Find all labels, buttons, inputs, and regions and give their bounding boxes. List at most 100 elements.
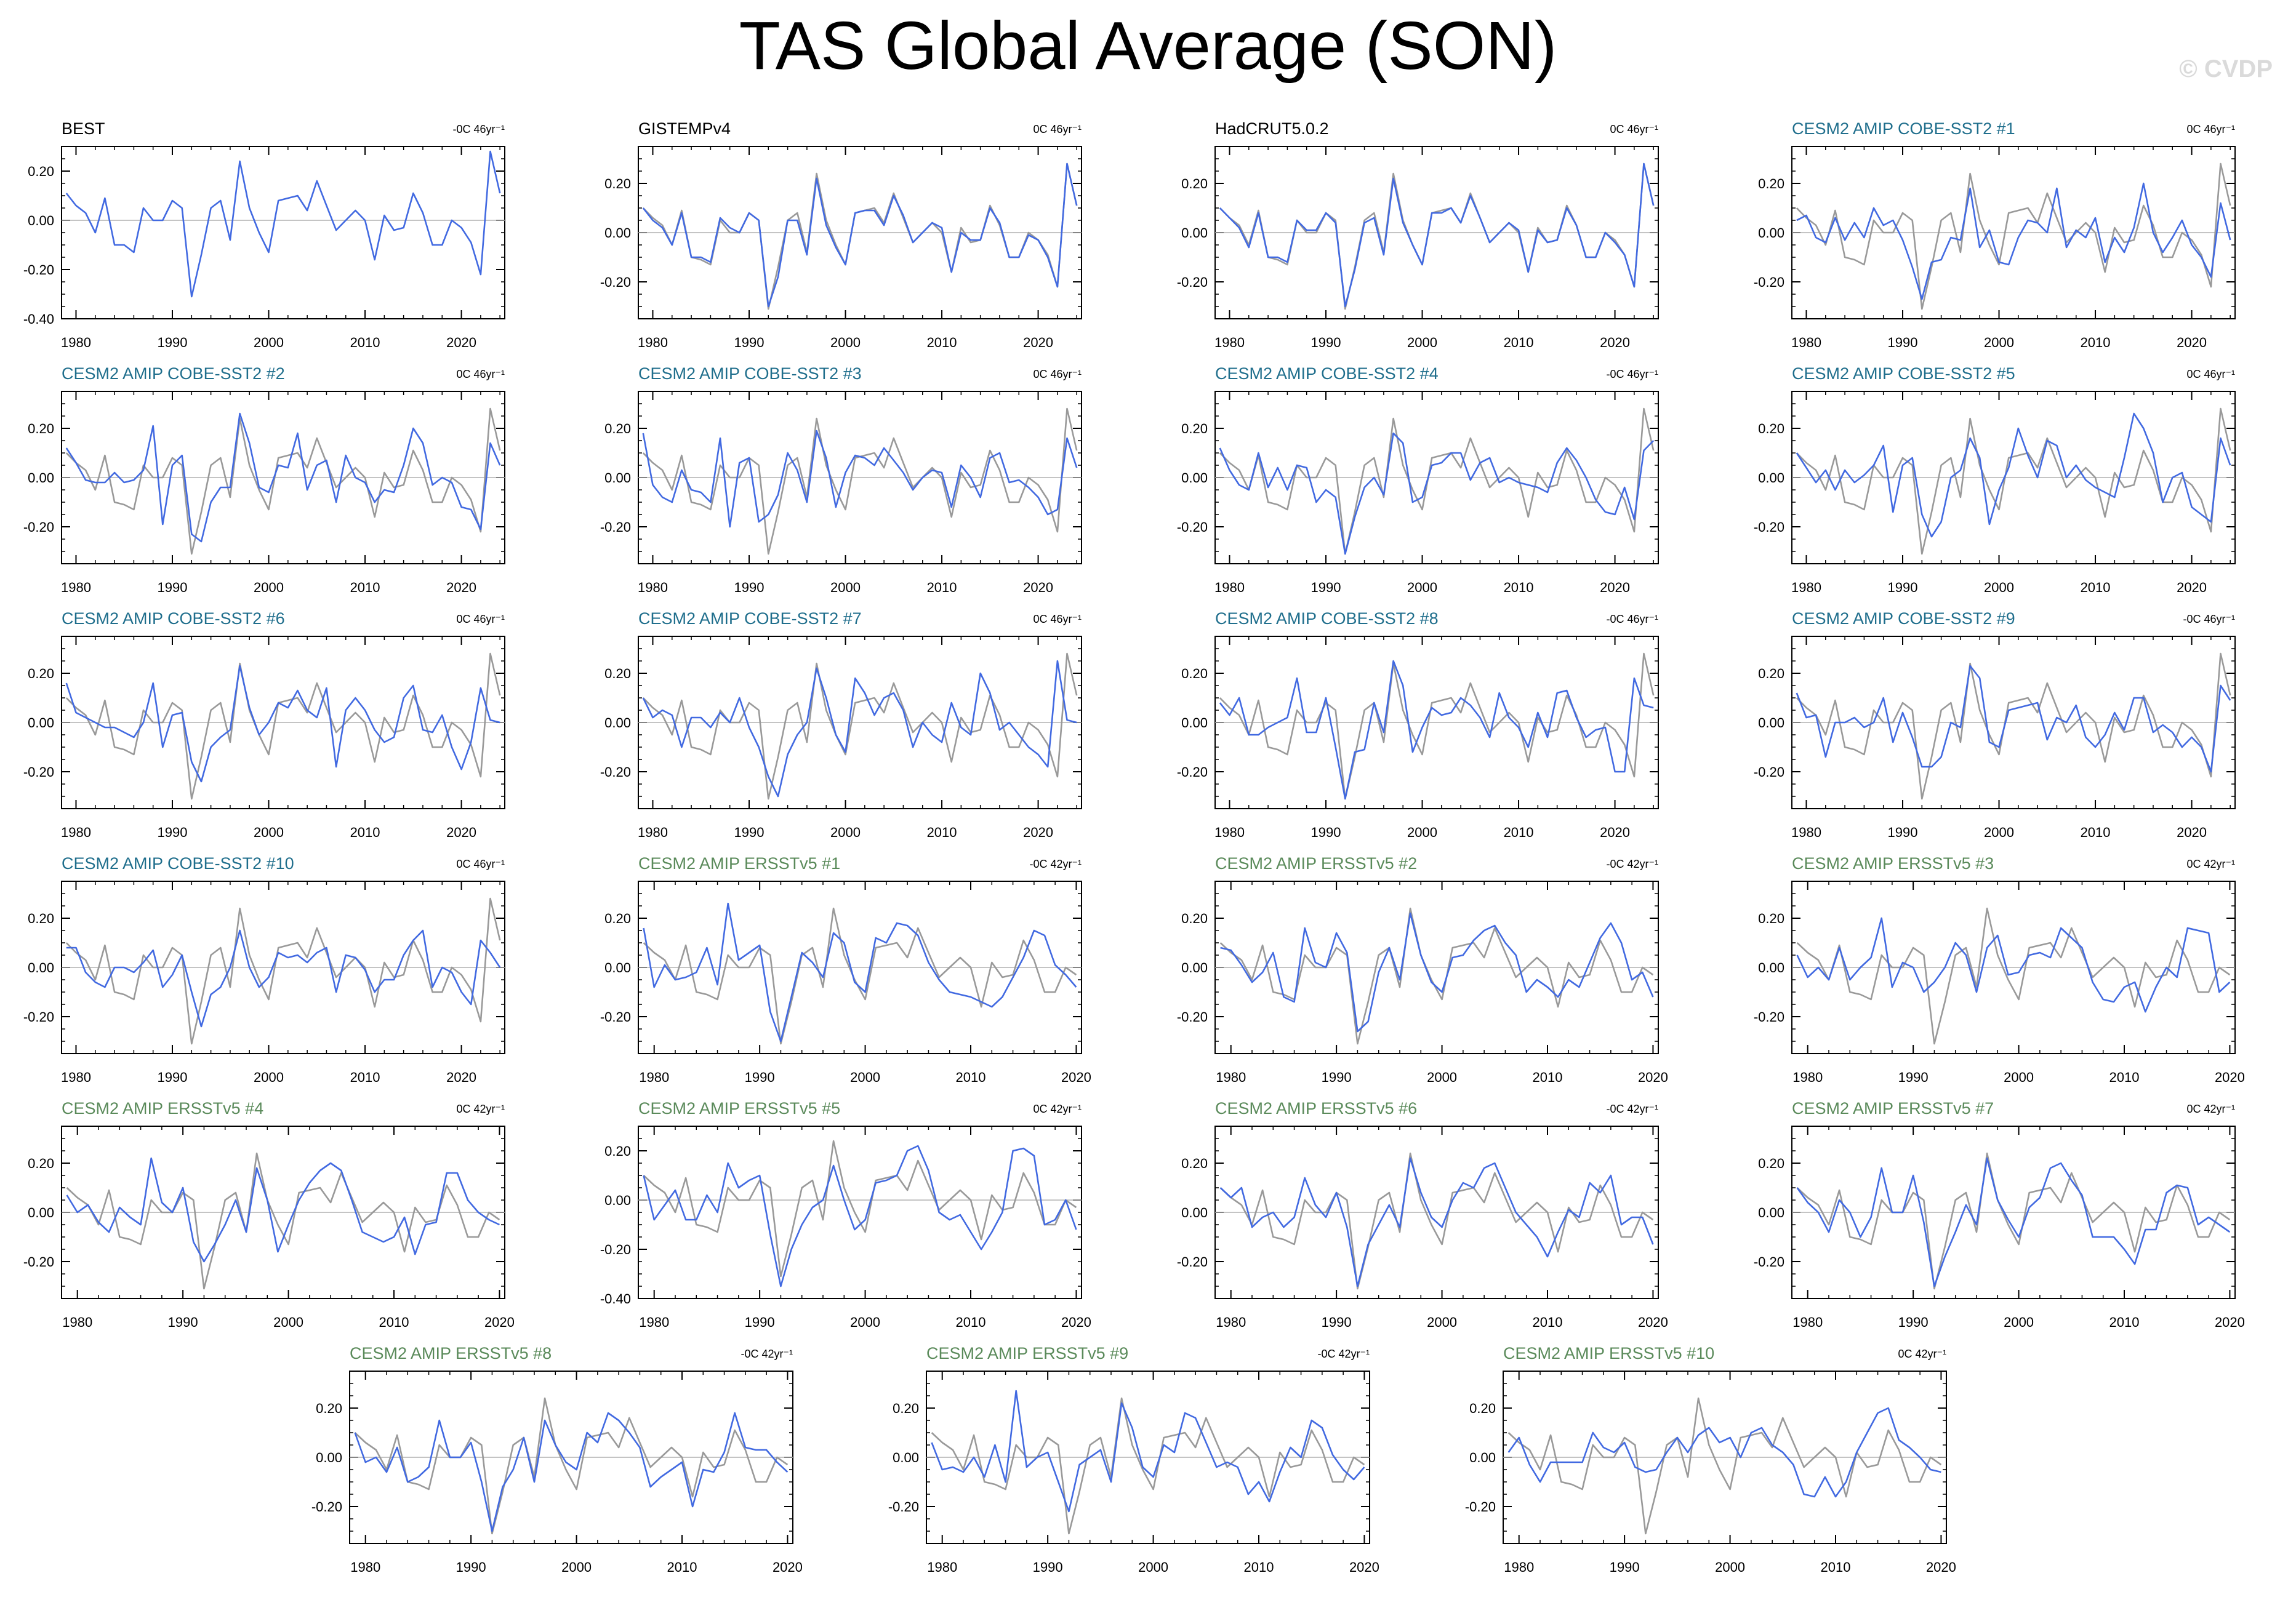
chart-panel: CESM2 AMIP ERSSTv5 #7 0C 42yr⁻¹ 0.20 0.00 -0… (1754, 1099, 2245, 1330)
trend-label: 0C 46yr⁻¹ (1033, 123, 1082, 135)
chart-panel: CESM2 AMIP ERSSTv5 #2 -0C 42yr⁻¹ 0.20 0.00 -… (1177, 854, 1668, 1085)
series-line-obs (65, 897, 501, 1045)
x-tick-label: 1980 (350, 1559, 380, 1575)
y-tick-label: -0.20 (600, 519, 631, 535)
series-line-obs (1796, 162, 2231, 310)
y-tick-label: -0.20 (1177, 519, 1208, 535)
x-tick-label: 1980 (639, 1315, 669, 1330)
series-line-obs (1796, 652, 2231, 800)
series-line-obs (354, 1397, 789, 1535)
series-line-obs (65, 407, 501, 555)
x-tick-label: 2000 (1984, 825, 2014, 840)
y-tick-label: -0.20 (1754, 519, 1784, 535)
y-tick-label: -0.20 (23, 1254, 54, 1270)
panel-title: CESM2 AMIP ERSSTv5 #9 (926, 1344, 1128, 1363)
y-tick-label: 0.00 (604, 960, 631, 975)
x-tick-label: 1990 (1888, 825, 1918, 840)
x-tick-label: 2020 (2177, 825, 2207, 840)
series-line-model (66, 1157, 500, 1263)
x-tick-label: 2020 (1349, 1559, 1379, 1575)
x-tick-label: 2000 (254, 825, 284, 840)
y-tick-label: 0.00 (1469, 1450, 1496, 1465)
chart-panel: GISTEMPv4 0C 46yr⁻¹ 0.20 0.00 -0.20 1980 1990 2… (600, 119, 1082, 350)
series-line-model (1219, 162, 1655, 308)
x-tick-label: 1980 (1791, 825, 1821, 840)
chart-panel: CESM2 AMIP ERSSTv5 #10 0C 42yr⁻¹ 0.20 0.00 -… (1465, 1344, 1956, 1575)
x-tick-label: 1990 (1311, 580, 1341, 595)
x-tick-label: 1980 (1216, 1315, 1246, 1330)
y-tick-label: -0.20 (1177, 274, 1208, 290)
series-line-model (65, 412, 501, 543)
y-tick-label: 0.20 (1181, 421, 1208, 436)
trend-label: 0C 46yr⁻¹ (1033, 368, 1082, 380)
series-line-model (66, 929, 501, 1028)
x-tick-label: 1990 (1898, 1070, 1929, 1085)
x-tick-label: 2000 (1984, 335, 2014, 350)
chart-panel: CESM2 AMIP COBE-SST2 #6 0C 46yr⁻¹ 0.20 0.00… (23, 609, 505, 840)
x-tick-label: 2010 (350, 335, 380, 350)
y-tick-label: 0.20 (1181, 1156, 1208, 1171)
x-tick-label: 2020 (1600, 825, 1630, 840)
panel-title: CESM2 AMIP ERSSTv5 #5 (638, 1099, 840, 1118)
series-line-model (1796, 182, 2231, 300)
x-tick-label: 1990 (734, 335, 765, 350)
series-line-model (1507, 1407, 1941, 1498)
series-line-obs (1219, 1152, 1654, 1290)
y-tick-label: -0.20 (1177, 1254, 1208, 1270)
trend-label: 0C 46yr⁻¹ (456, 613, 505, 625)
y-tick-label: -0.20 (311, 1499, 342, 1515)
series-line-model (642, 430, 1078, 528)
trend-label: -0C 42yr⁻¹ (1606, 1103, 1658, 1115)
x-tick-label: 1980 (1792, 1070, 1823, 1085)
trend-label: -0C 46yr⁻¹ (2183, 613, 2235, 625)
x-tick-label: 1990 (1888, 335, 1918, 350)
x-tick-label: 2010 (927, 580, 957, 595)
x-tick-label: 2010 (2081, 580, 2111, 595)
y-tick-label: 0.20 (893, 1401, 919, 1416)
trend-label: 0C 46yr⁻¹ (1610, 123, 1658, 135)
y-tick-label: 0.20 (28, 911, 54, 926)
y-tick-label: 0.20 (604, 666, 631, 681)
page-title: TAS Global Average (SON) (739, 8, 1557, 84)
x-tick-label: 2020 (1600, 335, 1630, 350)
panel-title: CESM2 AMIP COBE-SST2 #6 (62, 609, 285, 628)
y-tick-label: -0.20 (888, 1499, 919, 1515)
x-tick-label: 1980 (61, 825, 91, 840)
x-tick-label: 2010 (1504, 825, 1534, 840)
y-tick-label: 0.00 (1758, 715, 1784, 730)
panel-title: CESM2 AMIP COBE-SST2 #8 (1215, 609, 1439, 628)
x-tick-label: 1990 (1888, 580, 1918, 595)
x-tick-label: 1990 (734, 580, 765, 595)
x-tick-label: 2020 (1061, 1315, 1091, 1330)
trend-label: 0C 42yr⁻¹ (1898, 1348, 1946, 1360)
x-tick-label: 2000 (254, 1070, 284, 1085)
x-tick-label: 2000 (2004, 1315, 2034, 1330)
x-tick-label: 2020 (1023, 825, 1053, 840)
panel-title: BEST (62, 119, 105, 138)
x-tick-label: 2020 (2215, 1315, 2245, 1330)
chart-panel: CESM2 AMIP COBE-SST2 #8 -0C 46yr⁻¹ 0.20 0.0… (1177, 609, 1659, 840)
y-tick-label: -0.20 (1177, 1009, 1208, 1025)
chart-panel: CESM2 AMIP COBE-SST2 #4 -0C 46yr⁻¹ 0.20 0.0… (1177, 364, 1659, 595)
x-tick-label: 2020 (446, 335, 476, 350)
y-tick-label: 0.20 (604, 421, 631, 436)
series-line-obs (1219, 652, 1655, 800)
panel-title: CESM2 AMIP COBE-SST2 #3 (638, 364, 862, 383)
x-tick-label: 1980 (1504, 1559, 1534, 1575)
panel-title: CESM2 AMIP COBE-SST2 #1 (1792, 119, 2015, 138)
x-tick-label: 1990 (734, 825, 765, 840)
y-tick-label: 0.20 (604, 176, 631, 191)
y-tick-label: -0.20 (600, 1009, 631, 1025)
y-tick-label: 0.20 (1758, 666, 1784, 681)
y-tick-label: 0.20 (1181, 666, 1208, 681)
panel-title: GISTEMPv4 (638, 119, 731, 138)
chart-panel: HadCRUT5.0.2 0C 46yr⁻¹ 0.20 0.00 -0.20 1980 19… (1177, 119, 1659, 350)
y-tick-label: -0.20 (600, 1242, 631, 1257)
plot-frame (638, 1126, 1082, 1299)
x-tick-label: 2010 (927, 335, 957, 350)
x-tick-label: 2020 (446, 580, 476, 595)
y-tick-label: 0.00 (1758, 960, 1784, 975)
x-tick-label: 1980 (638, 580, 668, 595)
x-tick-label: 2000 (1984, 580, 2014, 595)
y-tick-label: 0.00 (316, 1450, 342, 1465)
